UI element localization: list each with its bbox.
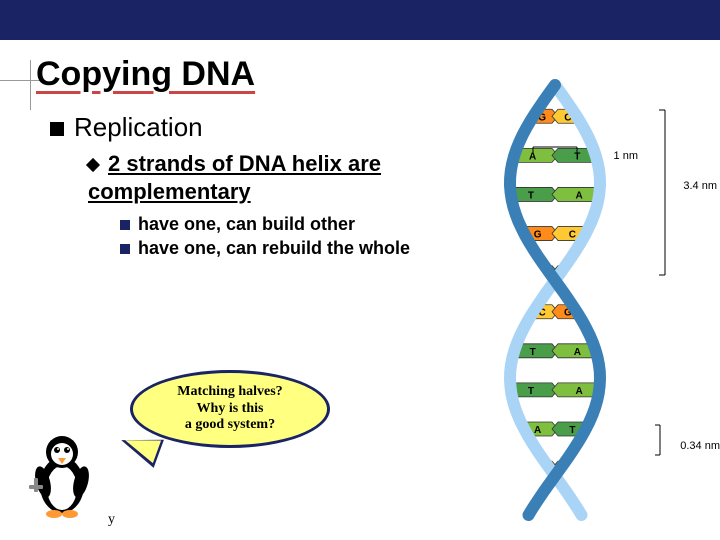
slide-title: Copying DNA [36, 55, 255, 94]
bullet-level2: 2 strands of DNA helix are complementary [88, 150, 458, 205]
corner-text: y [108, 512, 115, 528]
svg-text:T: T [530, 347, 536, 358]
diamond-bullet-icon [86, 158, 100, 172]
dimension-spacing: 0.34 nm [680, 440, 720, 452]
penguin-icon [25, 430, 100, 520]
callout-line1: Matching halves? [177, 384, 282, 399]
top-banner [0, 0, 720, 40]
text-rebuild-whole: have one, can rebuild the whole [138, 238, 410, 258]
small-square-bullet-icon [120, 244, 130, 254]
svg-text:A: A [529, 151, 536, 162]
svg-text:A: A [574, 347, 581, 358]
dimension-turn: 3.4 nm [683, 180, 717, 192]
svg-text:A: A [534, 425, 541, 436]
speech-bubble: Matching halves? Why is this a good syst… [130, 370, 330, 448]
heading-complementary: 2 strands of DNA helix are complementary [88, 151, 381, 204]
svg-text:G: G [534, 230, 542, 241]
svg-text:T: T [528, 386, 534, 397]
bullet-level1: Replication [50, 112, 203, 143]
dimension-width: 1 nm [614, 150, 638, 162]
svg-text:T: T [528, 190, 534, 201]
dna-helix-diagram: GCATTAGCATCGTATAATCG [480, 75, 705, 525]
crosshair-vertical [30, 60, 31, 110]
svg-text:T: T [574, 151, 580, 162]
bullet-level3-b: have one, can rebuild the whole [120, 237, 410, 260]
small-square-bullet-icon [120, 220, 130, 230]
callout-line3: a good system? [185, 417, 275, 432]
text-build-other: have one, can build other [138, 214, 355, 234]
crosshair-horizontal [0, 80, 40, 81]
svg-text:A: A [575, 190, 582, 201]
speech-text: Matching halves? Why is this a good syst… [177, 384, 282, 434]
svg-text:A: A [575, 386, 582, 397]
bullet-level3-a: have one, can build other [120, 213, 355, 236]
svg-text:T: T [569, 425, 575, 436]
svg-text:C: C [569, 230, 576, 241]
heading-replication: Replication [74, 112, 203, 142]
square-bullet-icon [50, 122, 64, 136]
callout-line2: Why is this [197, 401, 264, 416]
